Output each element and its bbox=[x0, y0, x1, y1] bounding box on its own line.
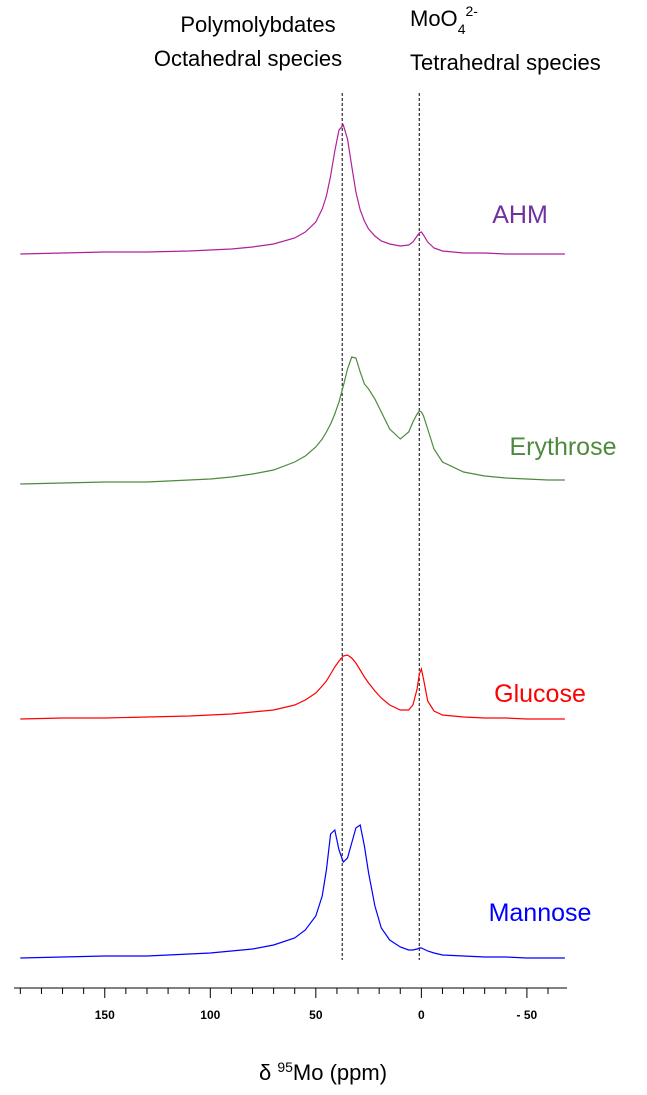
x-axis-label-part: δ bbox=[259, 1060, 277, 1085]
spectrum-line bbox=[20, 823, 565, 959]
spectrum-line bbox=[20, 123, 565, 255]
annotation-subscript: 4 bbox=[458, 21, 466, 37]
x-tick-label: - 50 bbox=[517, 1008, 538, 1022]
series-label: Glucose bbox=[494, 680, 586, 708]
annotation-line: Polymolybdates bbox=[180, 12, 335, 37]
spectrum-line bbox=[20, 654, 565, 720]
annotation-superscript: 2- bbox=[465, 3, 478, 19]
annotation-text: MoO bbox=[410, 6, 458, 31]
series-label: AHM bbox=[492, 201, 548, 229]
x-tick-label: 50 bbox=[309, 1008, 323, 1022]
x-tick-label: 150 bbox=[95, 1008, 115, 1022]
x-tick-label: 0 bbox=[418, 1008, 425, 1022]
series-label: Mannose bbox=[489, 899, 592, 927]
annotation: Polymolybdates Octahedral species bbox=[154, 12, 342, 71]
annotation: Tetrahedral species bbox=[410, 50, 601, 75]
x-tick-label: 100 bbox=[200, 1008, 220, 1022]
x-axis-label-part: Mo (ppm) bbox=[293, 1060, 387, 1085]
annotation-line: Octahedral species bbox=[154, 46, 342, 71]
x-axis-label-superscript: 95 bbox=[277, 1059, 293, 1075]
series-label: Erythrose bbox=[510, 433, 617, 461]
spectrum-line bbox=[20, 356, 565, 485]
x-axis-label: δ 95Mo (ppm) bbox=[259, 1059, 387, 1085]
annotation: MoO4 2- bbox=[410, 3, 478, 37]
